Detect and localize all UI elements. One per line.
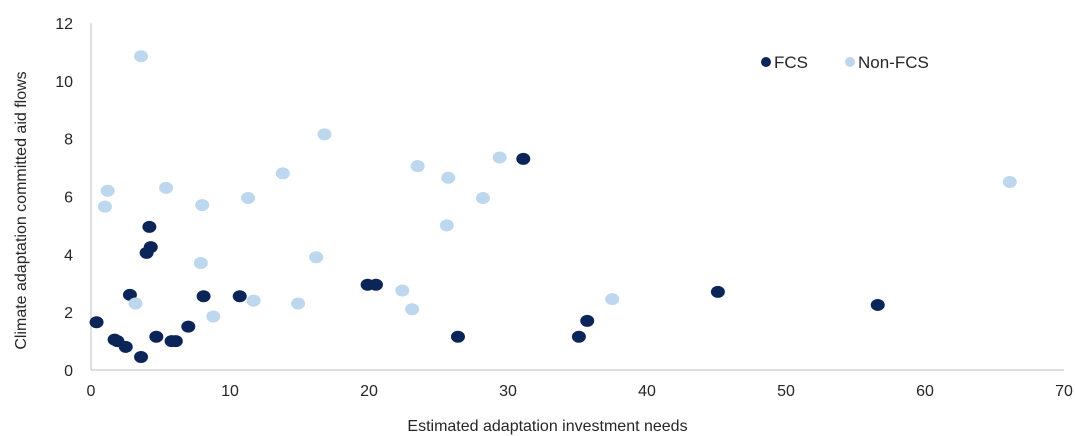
data-point [241, 191, 256, 204]
y-tick-label: 10 [55, 74, 73, 91]
data-point [195, 199, 210, 212]
data-point [870, 298, 885, 311]
data-point [516, 152, 531, 165]
data-point [134, 350, 149, 363]
data-point [450, 330, 465, 343]
data-point [492, 151, 507, 164]
data-point [405, 303, 420, 316]
data-point [168, 335, 183, 348]
legend-label: Non-FCS [858, 53, 929, 72]
data-point [159, 181, 174, 194]
data-point [368, 278, 383, 291]
series-fcs [89, 152, 885, 363]
data-point [410, 160, 425, 173]
y-tick-label: 12 [55, 16, 73, 33]
x-tick-label: 50 [777, 383, 795, 400]
data-point [475, 191, 490, 204]
x-axis-label: Estimated adaptation investment needs [407, 418, 687, 435]
y-tick-label: 6 [64, 190, 73, 207]
data-point [128, 297, 143, 310]
series-non-fcs [97, 50, 1017, 323]
y-tick-label: 4 [64, 247, 73, 264]
y-tick-label: 0 [64, 363, 73, 380]
data-point [317, 128, 332, 141]
data-point [143, 241, 158, 254]
data-point [206, 310, 221, 323]
y-tick-label: 8 [64, 132, 73, 149]
data-point [580, 314, 595, 327]
data-point [291, 297, 306, 310]
x-tick-label: 20 [360, 383, 378, 400]
data-point [149, 330, 164, 343]
data-point [309, 251, 324, 264]
data-point [196, 290, 211, 303]
x-tick-label: 10 [221, 383, 239, 400]
x-tick-label: 60 [916, 383, 934, 400]
data-point [181, 320, 196, 333]
data-point [395, 284, 410, 297]
data-point [605, 293, 620, 306]
legend-marker [761, 57, 771, 67]
x-tick-label: 30 [499, 383, 517, 400]
data-points [89, 50, 1017, 363]
x-tick-label: 0 [87, 383, 96, 400]
x-tick-label: 70 [1055, 383, 1073, 400]
data-point [142, 220, 157, 233]
data-point [1002, 176, 1017, 189]
data-point [571, 330, 586, 343]
data-point [439, 219, 454, 232]
data-point [118, 340, 133, 353]
data-point [134, 50, 149, 63]
data-point [246, 294, 261, 307]
y-tick-label: 2 [64, 305, 73, 322]
data-point [710, 285, 725, 298]
data-point [193, 257, 208, 270]
legend: FCS Non-FCS [761, 53, 929, 72]
data-point [89, 316, 104, 329]
x-tick-label: 40 [638, 383, 656, 400]
data-point [100, 184, 115, 197]
data-point [441, 171, 456, 184]
data-point [275, 167, 290, 180]
data-point [232, 290, 247, 303]
axes: 0 2 4 6 8 10 12 0 10 20 30 40 50 60 70 [55, 16, 1073, 400]
data-point [97, 200, 112, 213]
legend-marker [845, 57, 855, 67]
legend-label: FCS [774, 53, 808, 72]
y-axis-label: Climate adaptation committed aid flows [13, 71, 30, 349]
